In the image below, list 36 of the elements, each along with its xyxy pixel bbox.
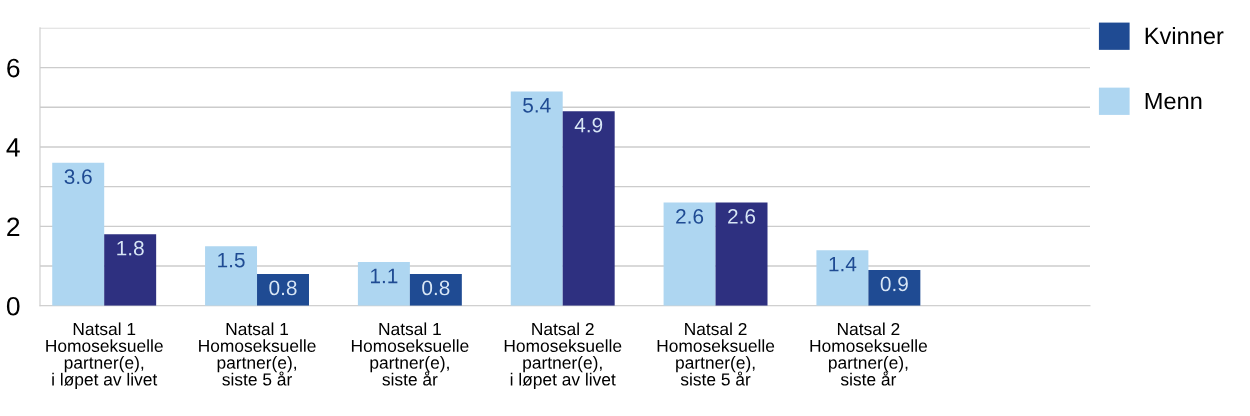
bar xyxy=(868,270,921,306)
data-label: 1.4 xyxy=(829,256,857,272)
data-label: 0.8 xyxy=(422,280,450,296)
bar xyxy=(257,274,309,306)
y-tick-label: 0 xyxy=(6,296,20,316)
data-label: 4.9 xyxy=(574,117,603,133)
bar xyxy=(52,162,105,306)
bar xyxy=(816,250,869,306)
bar xyxy=(357,262,410,306)
x-tick-label: Natsal 2 Homoseksuelle partner(e), i løpet av livet xyxy=(504,322,622,390)
bar xyxy=(205,246,258,306)
x-tick-label: Natsal 1 Homoseksuelle partner(e), siste år xyxy=(351,322,469,386)
y-tick-label: 4 xyxy=(6,138,20,157)
bar xyxy=(663,202,716,306)
y-tick-label: 6 xyxy=(7,58,20,78)
bar xyxy=(510,91,563,306)
data-label: 1.1 xyxy=(371,268,398,284)
bar xyxy=(409,274,462,306)
data-label: 1.8 xyxy=(117,240,144,256)
x-tick-label: Natsal 2 Homoseksuelle partner(e), siste år xyxy=(810,322,927,386)
bar xyxy=(562,111,615,306)
x-tick-label: Natsal 2 Homoseksuelle partner(e), siste 5 år xyxy=(657,322,775,386)
data-label: 2.6 xyxy=(676,209,704,224)
bar xyxy=(104,234,157,306)
legend-label: Menn xyxy=(1145,92,1202,110)
data-label: 0.8 xyxy=(269,280,297,296)
data-label: 2.6 xyxy=(728,209,756,224)
x-tick-label: Natsal 1 Homoseksuelle partner(e), i løpet av livet xyxy=(46,322,163,390)
data-label: 5.4 xyxy=(523,98,551,113)
y-tick-label: 2 xyxy=(7,217,20,236)
data-label: 3.6 xyxy=(64,169,92,185)
data-label: 1.5 xyxy=(218,252,245,268)
legend-label: Kvinner xyxy=(1145,26,1224,45)
bar xyxy=(715,202,768,306)
x-tick-label: Natsal 1 Homoseksuelle partner(e), siste 5 år xyxy=(199,322,316,386)
data-label: 0.9 xyxy=(880,276,908,292)
